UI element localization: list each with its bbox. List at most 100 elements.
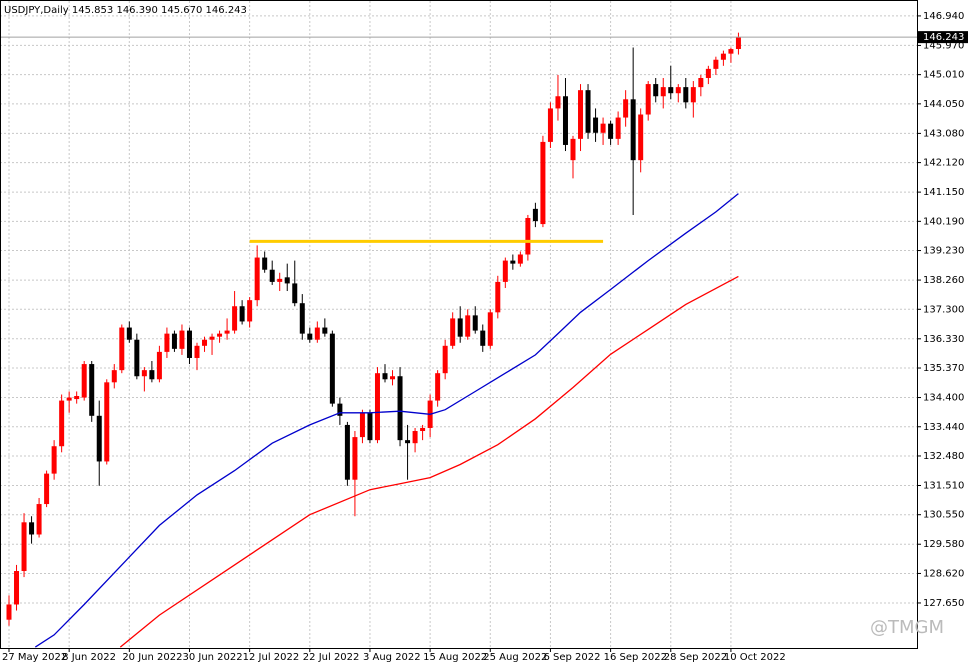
candle-body (6, 604, 12, 620)
candle-body (277, 278, 283, 282)
candle-body (156, 351, 162, 380)
candle-body (29, 522, 35, 535)
candle-body (322, 327, 328, 334)
candle-body (547, 108, 553, 142)
x-tick-label: 8 Jun 2022 (62, 652, 116, 663)
y-tick-label: 145.010 (923, 70, 964, 81)
candle-body (337, 403, 343, 416)
candle-body (21, 522, 27, 572)
y-tick-label: 134.400 (923, 393, 964, 404)
candle-body (578, 90, 584, 139)
candle-body (442, 345, 448, 374)
info-close: 146.243 (206, 5, 247, 16)
candle-body (653, 84, 659, 97)
candle-body (412, 431, 418, 444)
candle-body (344, 424, 350, 480)
y-tick-label: 136.330 (923, 334, 964, 345)
candle-body (675, 87, 681, 94)
x-tick-label: 3 Aug 2022 (363, 652, 421, 663)
candle-body (690, 87, 696, 103)
x-tick-label: 12 Jul 2022 (243, 652, 300, 663)
candle-body (517, 254, 523, 264)
x-tick-label: 10 Oct 2022 (724, 652, 786, 663)
last-price-label: 146.243 (923, 32, 964, 43)
y-tick-label: 137.300 (923, 304, 964, 315)
candle-body (623, 99, 629, 118)
candle-body (262, 257, 268, 270)
plot (0, 32, 917, 648)
candle-body (81, 364, 87, 398)
x-tick-label: 6 Sep 2022 (543, 652, 600, 663)
moving-average (34, 193, 739, 648)
candle-body (44, 473, 50, 505)
candle-body (126, 327, 132, 340)
candle-body (630, 99, 636, 161)
candle-body (615, 117, 621, 139)
candle-body (66, 397, 72, 401)
candle-body (164, 333, 170, 352)
candle-body (202, 339, 208, 346)
candle-body (194, 345, 200, 358)
candle-body (735, 37, 741, 49)
info-high: 146.390 (116, 5, 157, 16)
candle-body (382, 373, 388, 380)
candle-body (367, 412, 373, 441)
candle-body (465, 315, 471, 337)
candle-body (502, 260, 508, 282)
candle-body (269, 269, 275, 282)
candle-body (728, 49, 734, 54)
moving-average (119, 275, 739, 648)
candle-body (314, 327, 320, 340)
x-tick-label: 25 Aug 2022 (483, 652, 547, 663)
candle-body (239, 306, 245, 322)
candle-body (374, 373, 380, 441)
candle-body (299, 303, 305, 334)
candle-body (585, 90, 591, 133)
candle-body (713, 59, 719, 69)
info-open: 145.853 (72, 5, 113, 16)
candle-body (179, 330, 185, 349)
candle-body (720, 53, 726, 60)
candle-body (480, 330, 486, 346)
candle-body (14, 571, 20, 605)
x-tick-label: 27 May 2022 (2, 652, 67, 663)
candle-body (638, 114, 644, 161)
candle-body (254, 257, 260, 301)
y-tick-label: 129.580 (923, 539, 964, 550)
candle-body (89, 364, 95, 416)
y-tick-label: 143.080 (923, 128, 964, 139)
candle-body (562, 96, 568, 145)
candle-body (134, 339, 140, 377)
candle-body (532, 208, 538, 222)
y-tick-label: 131.510 (923, 480, 964, 491)
candle-body (209, 336, 215, 340)
candle-body (186, 330, 192, 358)
candle-body (359, 412, 365, 438)
candle-body (608, 123, 614, 139)
candle-body (420, 427, 426, 432)
x-tick-label: 28 Sep 2022 (664, 652, 727, 663)
candle-body (390, 376, 396, 380)
y-tick-label: 144.050 (923, 99, 964, 110)
candle-body (397, 376, 403, 441)
y-tick-label: 140.190 (923, 216, 964, 227)
y-tick-label: 133.440 (923, 422, 964, 433)
x-tick-label: 16 Sep 2022 (604, 652, 667, 663)
candle-body (540, 141, 546, 225)
y-tick-label: 141.150 (923, 187, 964, 198)
candle-body (510, 260, 516, 264)
y-tick-label: 130.550 (923, 510, 964, 521)
candle-body (705, 68, 711, 78)
candle-body (457, 318, 463, 337)
y-tick-label: 128.620 (923, 568, 964, 579)
grid (0, 1, 917, 648)
y-tick-label: 145.970 (923, 40, 964, 51)
candle-body (495, 281, 501, 313)
candle-body (645, 84, 651, 115)
candle-body (217, 333, 223, 337)
chart-header: USDJPY,Daily 145.853 146.390 145.670 146… (4, 5, 247, 16)
candle-body (660, 87, 666, 97)
candle-body (487, 312, 493, 346)
candle-body (232, 306, 238, 331)
y-tick-label: 135.370 (923, 363, 964, 374)
